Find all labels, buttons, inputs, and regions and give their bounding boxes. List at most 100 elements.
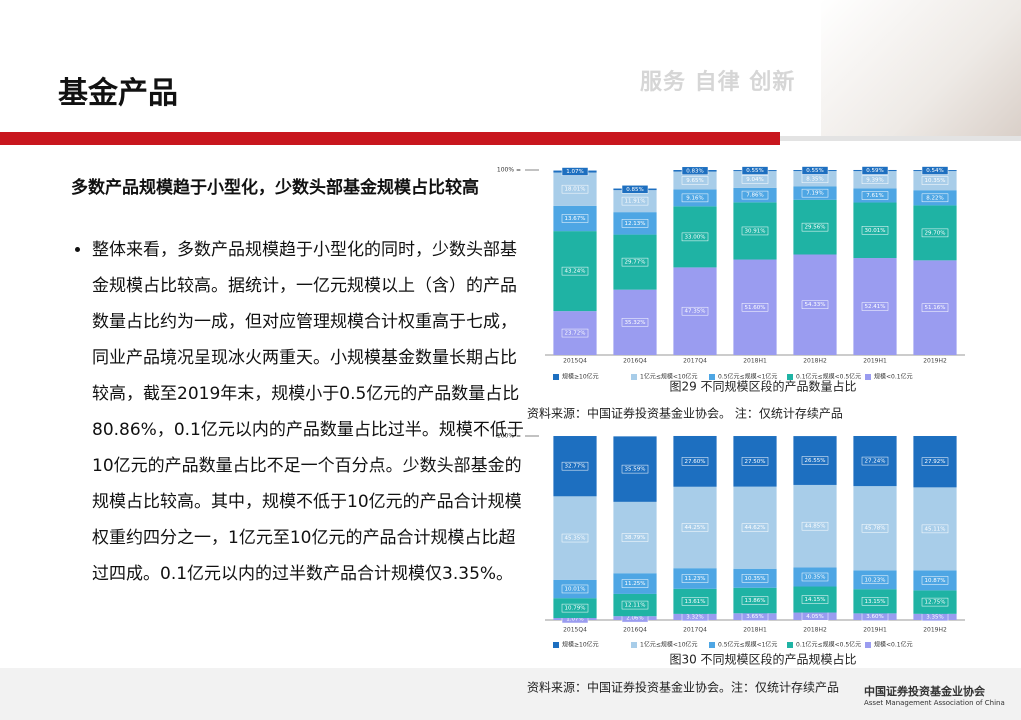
label-box bbox=[921, 166, 949, 175]
label-box bbox=[801, 595, 829, 604]
legend-label: 0.5亿元≤规模<1亿元 bbox=[718, 373, 777, 381]
value-label: 0.59% bbox=[866, 168, 883, 174]
value-label: 13.61% bbox=[685, 599, 706, 605]
label-box bbox=[921, 193, 949, 203]
label-box bbox=[681, 193, 709, 203]
value-label: 13.67% bbox=[565, 216, 586, 222]
value-label: 44.62% bbox=[745, 525, 766, 531]
label-box bbox=[681, 306, 709, 316]
value-label: 44.85% bbox=[805, 524, 826, 530]
legend-label: 规模≥10亿元 bbox=[562, 373, 599, 381]
label-box bbox=[741, 175, 769, 184]
value-label: 12.11% bbox=[625, 603, 646, 609]
value-label: 52.41% bbox=[865, 304, 886, 310]
value-label: 30.91% bbox=[745, 228, 766, 234]
value-label: 1.07% bbox=[566, 617, 583, 623]
value-label: 35.59% bbox=[625, 467, 646, 473]
label-box bbox=[801, 456, 829, 465]
label-box bbox=[681, 597, 709, 606]
label-box bbox=[561, 584, 589, 594]
y-tick-label: 100% = bbox=[497, 433, 521, 440]
value-label: 4.05% bbox=[806, 614, 823, 620]
value-label: 29.56% bbox=[805, 225, 826, 231]
value-label: 54.33% bbox=[805, 302, 826, 308]
value-label: 10.23% bbox=[865, 577, 886, 583]
legend-label: 规模≥10亿元 bbox=[562, 641, 599, 649]
label-box bbox=[861, 456, 889, 466]
legend-swatch bbox=[631, 374, 637, 380]
value-label: 45.35% bbox=[565, 536, 586, 542]
label-box bbox=[561, 266, 589, 276]
label-box bbox=[681, 523, 709, 532]
value-label: 9.65% bbox=[686, 178, 703, 184]
value-label: 12.75% bbox=[925, 600, 946, 606]
legend-swatch bbox=[631, 642, 637, 648]
label-box bbox=[921, 228, 949, 238]
label-box bbox=[861, 191, 889, 200]
value-label: 3.32% bbox=[686, 614, 703, 620]
value-label: 3.35% bbox=[926, 614, 943, 620]
label-box bbox=[921, 457, 949, 466]
x-tick-label: 2019H2 bbox=[923, 627, 947, 634]
chart-source: 资料来源：中国证券投资基金业协会。 注：仅统计存续产品 bbox=[527, 406, 843, 421]
label-box bbox=[681, 176, 709, 185]
value-label: 14.15% bbox=[805, 597, 826, 603]
label-box bbox=[921, 524, 949, 534]
value-label: 8.22% bbox=[926, 195, 943, 201]
value-label: 10.01% bbox=[565, 586, 586, 592]
value-label: 3.60% bbox=[866, 614, 883, 620]
chart-caption: 图30 不同规模区段的产品规模占比 bbox=[669, 652, 856, 667]
value-label: 51.60% bbox=[745, 305, 766, 311]
x-tick-label: 2019H1 bbox=[863, 358, 887, 365]
value-label: 33.00% bbox=[685, 234, 706, 240]
label-box bbox=[621, 185, 649, 194]
label-box bbox=[801, 222, 829, 232]
y-tick-label: 100% = bbox=[497, 167, 521, 174]
label-box bbox=[621, 464, 649, 474]
value-label: 2.06% bbox=[626, 616, 643, 622]
label-box bbox=[741, 457, 769, 466]
legend-swatch bbox=[553, 374, 559, 380]
x-tick-label: 2016Q4 bbox=[623, 358, 647, 365]
label-box bbox=[861, 166, 889, 175]
label-box bbox=[561, 214, 589, 223]
value-label: 7.86% bbox=[746, 193, 763, 199]
label-box bbox=[801, 521, 829, 531]
label-box bbox=[741, 166, 769, 175]
value-label: 11.23% bbox=[685, 576, 706, 582]
label-box bbox=[621, 257, 649, 267]
gray-band bbox=[780, 136, 1021, 141]
label-box bbox=[861, 597, 889, 606]
org-name: 中国证券投资基金业协会 bbox=[864, 685, 985, 698]
value-label: 0.55% bbox=[746, 168, 763, 174]
value-label: 43.24% bbox=[565, 269, 586, 275]
x-tick-label: 2015Q4 bbox=[563, 627, 587, 634]
value-label: 13.15% bbox=[865, 599, 886, 605]
label-box bbox=[621, 196, 649, 206]
value-label: 29.70% bbox=[925, 230, 946, 236]
value-label: 12.13% bbox=[625, 221, 646, 227]
x-tick-label: 2018H1 bbox=[743, 627, 767, 634]
label-box bbox=[801, 188, 829, 198]
value-label: 9.04% bbox=[746, 177, 763, 183]
slide-title: 基金产品 bbox=[58, 76, 178, 111]
decoration bbox=[821, 0, 1021, 140]
label-box bbox=[681, 574, 709, 583]
x-tick-label: 2017Q4 bbox=[683, 627, 707, 634]
label-box bbox=[741, 190, 769, 200]
value-label: 27.24% bbox=[865, 459, 886, 465]
value-label: 11.91% bbox=[625, 199, 646, 205]
footer-band bbox=[0, 668, 1021, 720]
legend-label: 1亿元≤规模<10亿元 bbox=[640, 373, 698, 381]
value-label: 10.35% bbox=[925, 178, 946, 184]
legend-swatch bbox=[709, 642, 715, 648]
label-box bbox=[861, 302, 889, 311]
org-name-en: Asset Management Association of China bbox=[864, 699, 1005, 707]
label-box bbox=[921, 597, 949, 607]
label-box bbox=[621, 318, 649, 327]
value-label: 8.35% bbox=[806, 176, 823, 182]
legend-swatch bbox=[865, 642, 871, 648]
heading: 多数产品规模趋于小型化，少数头部基金规模占比较高 bbox=[71, 178, 479, 198]
